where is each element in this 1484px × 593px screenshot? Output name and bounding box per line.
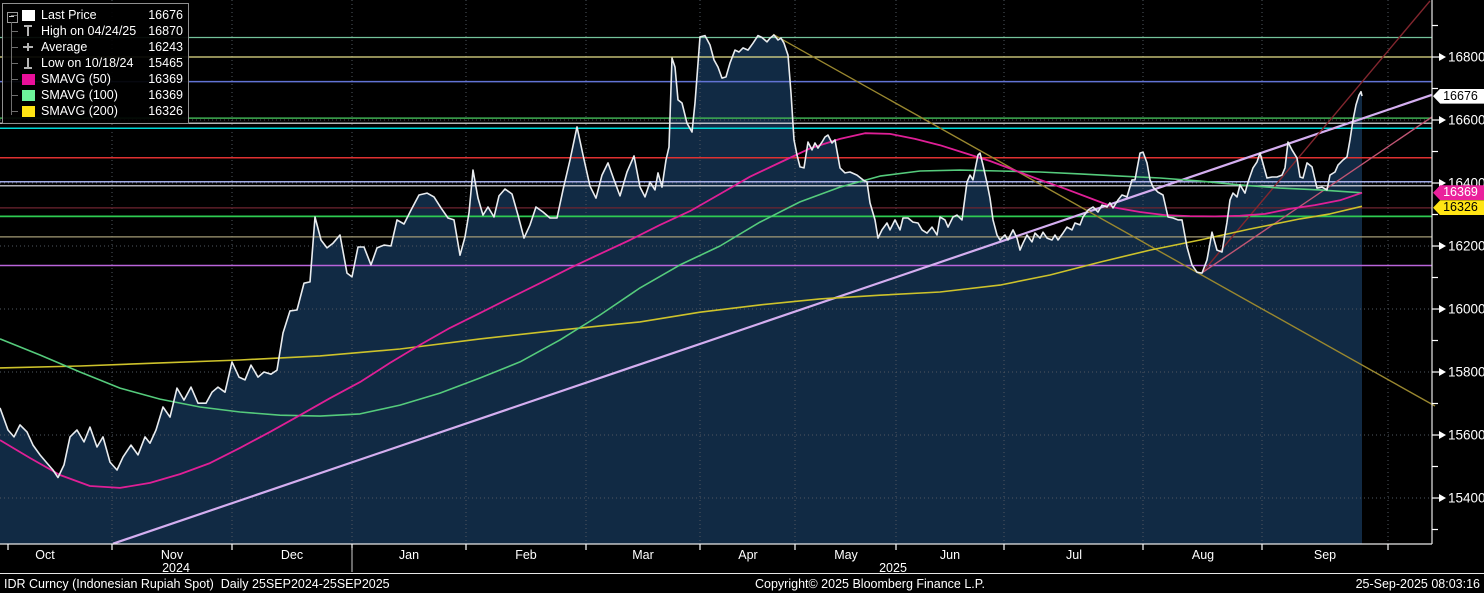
sma50-swatch-icon	[22, 73, 35, 85]
price-area-fill	[0, 35, 1362, 544]
legend-value: 16676	[148, 8, 183, 22]
month-label: Jun	[940, 548, 960, 562]
sma200-swatch-icon	[22, 105, 35, 117]
month-label: Oct	[35, 548, 55, 562]
uptrend-steep-line	[1201, 0, 1431, 274]
high-marker-icon	[22, 25, 35, 37]
average-marker-icon	[22, 41, 35, 53]
legend-value: 16326	[148, 104, 183, 118]
month-label: Apr	[738, 548, 757, 562]
month-label: Sep	[1314, 548, 1336, 562]
legend-label: Last Price	[41, 8, 97, 22]
timestamp: 25-Sep-2025 08:03:16	[1355, 577, 1480, 591]
legend-item-low[interactable]: Low on 10/18/24 15465	[22, 55, 183, 71]
security-description: IDR Curncy (Indonesian Rupiah Spot) Dail…	[4, 577, 390, 591]
y-tick-arrow-icon	[1439, 242, 1446, 251]
month-label: Mar	[632, 548, 654, 562]
month-label: Dec	[281, 548, 303, 562]
chart-legend: Last Price 16676 High on 04/24/25 16870 …	[2, 3, 189, 124]
sma50-value-tag: 16369	[1433, 185, 1484, 201]
y-axis-label: 16000	[1448, 302, 1484, 317]
legend-value: 16369	[148, 72, 183, 86]
y-tick-arrow-icon	[1439, 179, 1446, 188]
y-axis-label: 15800	[1448, 365, 1484, 380]
year-label: 2024	[162, 561, 190, 575]
y-axis-label: 16600	[1448, 113, 1484, 128]
year-label: 2025	[879, 561, 907, 575]
month-label: Jul	[1066, 548, 1082, 562]
legend-tree-line	[11, 22, 12, 115]
low-marker-icon	[22, 57, 35, 69]
y-tick-arrow-icon	[1439, 431, 1446, 440]
month-label: Jan	[399, 548, 419, 562]
legend-label: SMAVG (50)	[41, 72, 111, 86]
y-tick-arrow-icon	[1439, 368, 1446, 377]
sma50-line	[0, 132, 1363, 489]
legend-collapse-icon[interactable]	[7, 12, 18, 23]
legend-item-smavg50[interactable]: SMAVG (50) 16369	[22, 71, 183, 87]
status-bar: IDR Curncy (Indonesian Rupiah Spot) Dail…	[0, 575, 1484, 593]
sma100-line	[0, 169, 1363, 417]
legend-label: SMAVG (100)	[41, 88, 118, 102]
legend-label: High on 04/24/25	[41, 24, 137, 38]
y-tick-arrow-icon	[1439, 305, 1446, 314]
price-line	[0, 34, 1363, 479]
legend-item-smavg200[interactable]: SMAVG (200) 16326	[22, 103, 183, 119]
legend-value: 16870	[148, 24, 183, 38]
legend-item-average[interactable]: Average 16243	[22, 39, 183, 55]
y-tick-arrow-icon	[1439, 53, 1446, 62]
statusbar-divider	[0, 573, 1484, 574]
month-label: Aug	[1192, 548, 1214, 562]
legend-label: SMAVG (200)	[41, 104, 118, 118]
sma100-swatch-icon	[22, 89, 35, 101]
legend-value: 16243	[148, 40, 183, 54]
legend-item-high[interactable]: High on 04/24/25 16870	[22, 23, 183, 39]
sma200-line	[0, 205, 1363, 369]
legend-item-smavg100[interactable]: SMAVG (100) 16369	[22, 87, 183, 103]
y-axis-label: 15400	[1448, 491, 1484, 506]
plot-area[interactable]	[0, 0, 1432, 544]
y-tick-arrow-icon	[1439, 116, 1446, 125]
copyright-text: Copyright© 2025 Bloomberg Finance L.P.	[755, 577, 985, 591]
legend-item-last-price[interactable]: Last Price 16676	[22, 7, 183, 23]
month-label: May	[834, 548, 858, 562]
month-label: Feb	[515, 548, 537, 562]
downtrend-from-high-line	[772, 33, 1436, 407]
y-axis-label: 16800	[1448, 50, 1484, 65]
uptrend-primary-line	[112, 93, 1433, 545]
legend-value: 16369	[148, 88, 183, 102]
y-tick-arrow-icon	[1439, 494, 1446, 503]
y-axis-label: 15600	[1448, 428, 1484, 443]
y-axis-label: 16200	[1448, 239, 1484, 254]
sma200-value-tag: 16326	[1433, 200, 1484, 216]
month-label: Nov	[161, 548, 184, 562]
legend-label: Low on 10/18/24	[41, 56, 134, 70]
uptrend-secondary-line	[1201, 116, 1433, 274]
last-price-tag: 16676	[1433, 88, 1484, 104]
legend-value: 15465	[148, 56, 183, 70]
last-price-swatch-icon	[22, 9, 35, 21]
legend-label: Average	[41, 40, 88, 54]
